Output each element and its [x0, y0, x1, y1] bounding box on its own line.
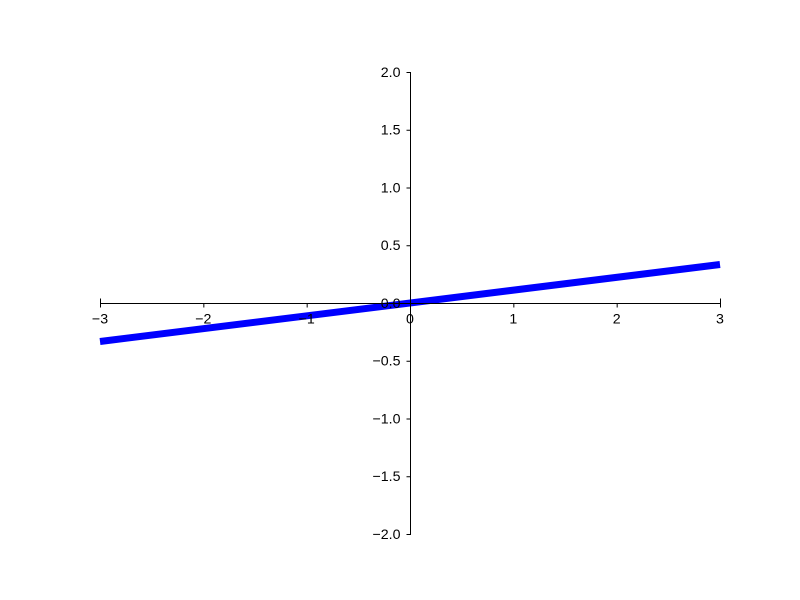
svg-text:−1.0: −1.0	[372, 411, 400, 427]
svg-text:0: 0	[406, 312, 414, 328]
svg-text:−1: −1	[299, 312, 315, 328]
svg-text:1.0: 1.0	[381, 180, 401, 196]
svg-text:2: 2	[613, 312, 621, 328]
svg-text:2.0: 2.0	[381, 65, 401, 81]
svg-text:−3: −3	[92, 312, 108, 328]
svg-text:−2.0: −2.0	[372, 527, 400, 543]
svg-text:1: 1	[509, 312, 517, 328]
svg-text:−2: −2	[195, 312, 211, 328]
svg-text:0.0: 0.0	[381, 296, 401, 312]
svg-text:−1.5: −1.5	[372, 469, 400, 485]
svg-text:−0.5: −0.5	[372, 354, 400, 370]
svg-text:0.5: 0.5	[381, 238, 401, 254]
svg-text:1.5: 1.5	[381, 123, 401, 139]
svg-text:3: 3	[716, 312, 724, 328]
